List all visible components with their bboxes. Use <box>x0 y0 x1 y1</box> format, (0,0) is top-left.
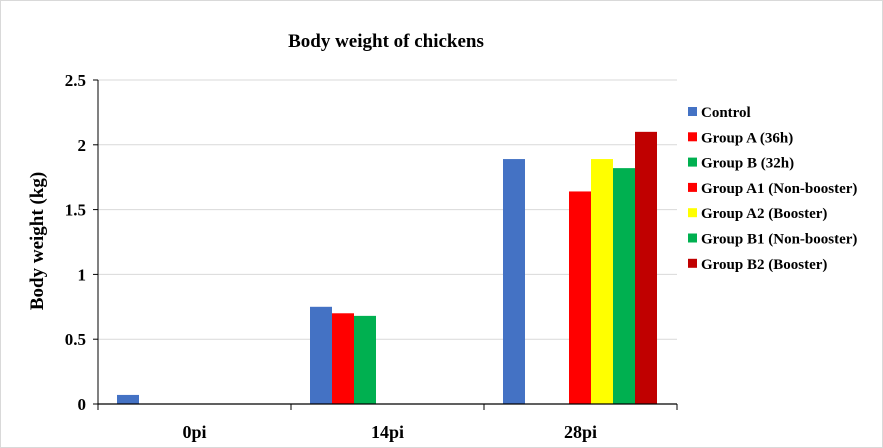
bar <box>332 313 354 404</box>
y-axis-label: Body weight (kg) <box>27 172 48 310</box>
y-tick-label: 2.5 <box>65 71 86 90</box>
y-tick-label: 1.5 <box>65 201 86 220</box>
bars <box>117 131 657 404</box>
axes <box>93 79 678 410</box>
x-tick-label: 28pi <box>564 422 597 442</box>
legend-swatch <box>688 258 697 268</box>
bar <box>613 168 635 404</box>
legend-swatch <box>688 182 697 192</box>
legend-label: Group B1 (Non-booster) <box>701 232 857 248</box>
bar <box>503 159 525 404</box>
bar <box>354 315 376 404</box>
legend-label: Group A2 (Booster) <box>701 206 827 222</box>
y-tick-label: 2 <box>78 136 87 155</box>
x-tick-label: 0pi <box>182 422 206 442</box>
legend-swatch <box>688 107 697 116</box>
y-tick-label: 0 <box>78 395 87 414</box>
bar <box>635 131 657 404</box>
legend-swatch <box>688 233 697 243</box>
legend-label: Group B2 (Booster) <box>701 257 827 273</box>
x-tick-label: 14pi <box>371 422 404 442</box>
bar <box>569 191 591 404</box>
legend-label: Control <box>701 105 751 121</box>
chart-title: Body weight of chickens <box>288 31 484 52</box>
legend-label: Group A1 (Non-booster) <box>701 181 857 197</box>
bar <box>310 306 332 404</box>
y-tick-label: 1 <box>78 265 87 284</box>
legend-label: Group B (32h) <box>701 156 794 172</box>
legend-swatch <box>688 157 697 167</box>
tick-labels: 0 0.5 1 1.5 2 2.5 0pi 14pi 28pi <box>65 71 597 442</box>
y-tick-label: 0.5 <box>65 330 86 349</box>
legend-label: Group A (36h) <box>701 130 793 146</box>
bar <box>591 159 613 404</box>
legend: Control Group A (36h) Group B (32h) Group A… <box>688 105 857 273</box>
legend-swatch <box>688 132 697 142</box>
bar <box>117 394 139 404</box>
legend-swatch <box>688 208 697 218</box>
